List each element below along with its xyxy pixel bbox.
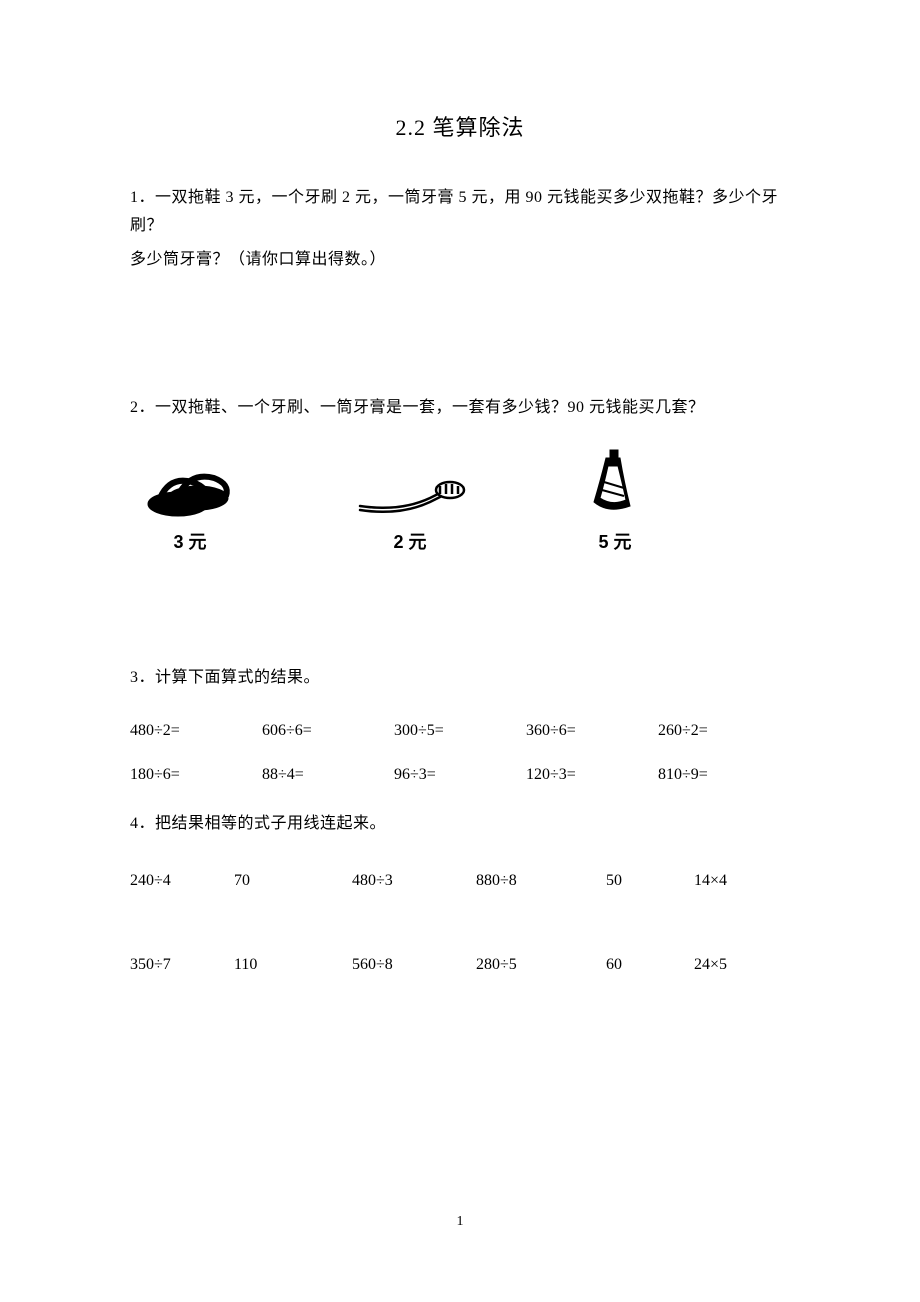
match-row-1: 240÷4 70 480÷3 880÷8 50 14×4: [130, 872, 790, 890]
expr: 260÷2=: [658, 722, 790, 740]
toothpaste-icon: [580, 442, 650, 522]
expr: 300÷5=: [394, 722, 526, 740]
page-number: 1: [0, 1214, 920, 1230]
expr: 606÷6=: [262, 722, 394, 740]
match-item: 880÷8: [476, 872, 606, 890]
toothbrush-icon: [350, 474, 470, 522]
item-toothpaste: 5 元: [580, 442, 650, 554]
slippers-price: 3 元: [140, 528, 240, 554]
expr: 120÷3=: [526, 766, 658, 784]
match-row-2: 350÷7 110 560÷8 280÷5 60 24×5: [130, 956, 790, 974]
expr: 96÷3=: [394, 766, 526, 784]
question-1-line-2: 多少筒牙膏？（请你口算出得数。）: [130, 246, 790, 274]
item-slippers: 3 元: [140, 460, 240, 554]
match-item: 560÷8: [352, 956, 476, 974]
expr: 810÷9=: [658, 766, 790, 784]
toothbrush-price: 2 元: [350, 528, 470, 554]
expressions-row-1: 480÷2= 606÷6= 300÷5= 360÷6= 260÷2=: [130, 722, 790, 740]
question-3: 3．计算下面算式的结果。: [130, 664, 790, 692]
match-item: 14×4: [694, 872, 727, 890]
expr: 180÷6=: [130, 766, 262, 784]
item-toothbrush: 2 元: [350, 474, 470, 554]
match-item: 24×5: [694, 956, 727, 974]
expr: 480÷2=: [130, 722, 262, 740]
expressions-row-2: 180÷6= 88÷4= 96÷3= 120÷3= 810÷9=: [130, 766, 790, 784]
match-item: 70: [234, 872, 352, 890]
toothpaste-price: 5 元: [580, 528, 650, 554]
items-row: 3 元 2 元: [130, 442, 790, 554]
question-2: 2．一双拖鞋、一个牙刷、一筒牙膏是一套，一套有多少钱？90 元钱能买几套？: [130, 394, 790, 422]
match-item: 50: [606, 872, 694, 890]
match-item: 110: [234, 956, 352, 974]
match-item: 60: [606, 956, 694, 974]
slippers-icon: [140, 460, 240, 522]
page-title: 2.2 笔算除法: [130, 110, 790, 142]
expr: 360÷6=: [526, 722, 658, 740]
question-4: 4．把结果相等的式子用线连起来。: [130, 810, 790, 838]
page: 2.2 笔算除法 1．一双拖鞋 3 元，一个牙刷 2 元，一筒牙膏 5 元，用 …: [0, 0, 920, 1302]
match-item: 240÷4: [130, 872, 234, 890]
match-item: 480÷3: [352, 872, 476, 890]
question-1-line-1: 1．一双拖鞋 3 元，一个牙刷 2 元，一筒牙膏 5 元，用 90 元钱能买多少…: [130, 184, 790, 240]
expr: 88÷4=: [262, 766, 394, 784]
match-item: 350÷7: [130, 956, 234, 974]
match-item: 280÷5: [476, 956, 606, 974]
